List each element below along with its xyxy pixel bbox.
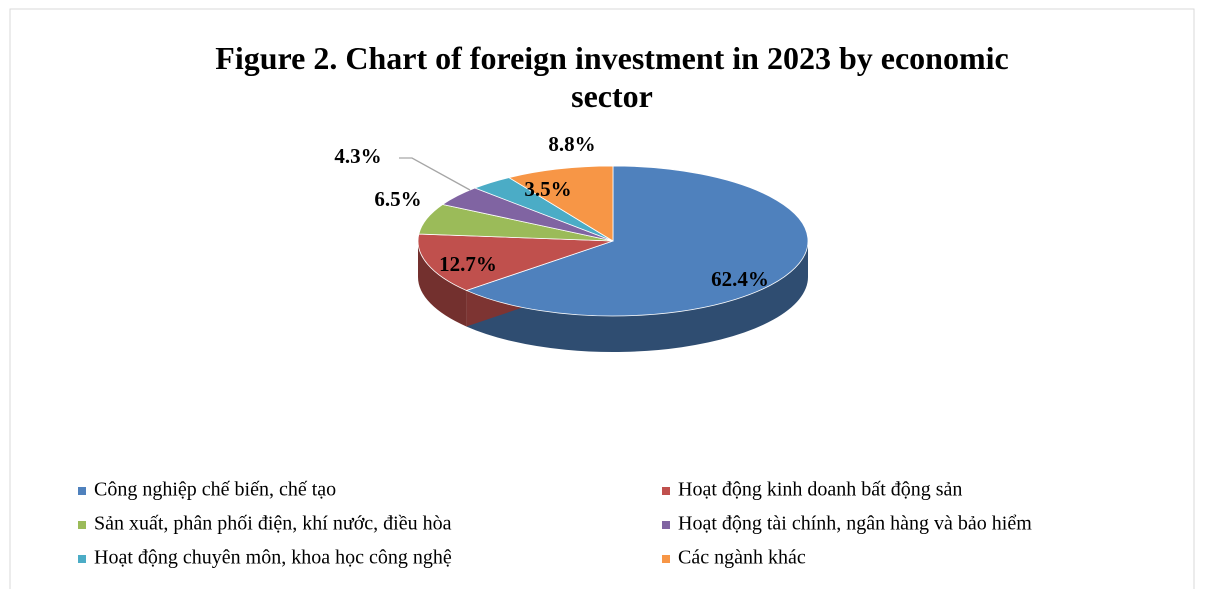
value-label: 62.4%	[711, 267, 769, 291]
legend-marker	[78, 521, 86, 529]
legend-marker	[78, 555, 86, 563]
value-label: 12.7%	[439, 252, 497, 276]
legend-label: Sản xuất, phân phối điện, khí nước, điều…	[94, 513, 452, 535]
chart-border	[9, 8, 1195, 589]
legend-marker	[662, 555, 670, 563]
legend-marker	[78, 487, 86, 495]
value-label: 6.5%	[374, 187, 421, 211]
slice	[465, 165, 809, 317]
legend-label: Công nghiệp chế biến, chế tạo	[94, 479, 336, 501]
value-label: 8.8%	[548, 132, 595, 156]
slice-side	[466, 241, 808, 353]
value-label: 3.5%	[524, 177, 571, 201]
slice	[417, 233, 614, 291]
legend-label: Hoạt động chuyên môn, khoa học công nghệ	[94, 547, 452, 569]
legend-marker	[662, 521, 670, 529]
legend-marker	[662, 487, 670, 495]
slice	[507, 165, 614, 242]
leader-line	[399, 157, 471, 191]
legend-label: Các ngành khác	[678, 547, 806, 569]
legend-label: Hoạt động kinh doanh bất động sản	[678, 479, 962, 501]
legend-label: Hoạt động tài chính, ngân hàng và bảo hi…	[678, 513, 1032, 535]
value-label: 4.3%	[334, 144, 381, 168]
chart-title: Figure 2. Chart of foreign investment in…	[215, 40, 1008, 114]
slice-side	[418, 241, 467, 327]
